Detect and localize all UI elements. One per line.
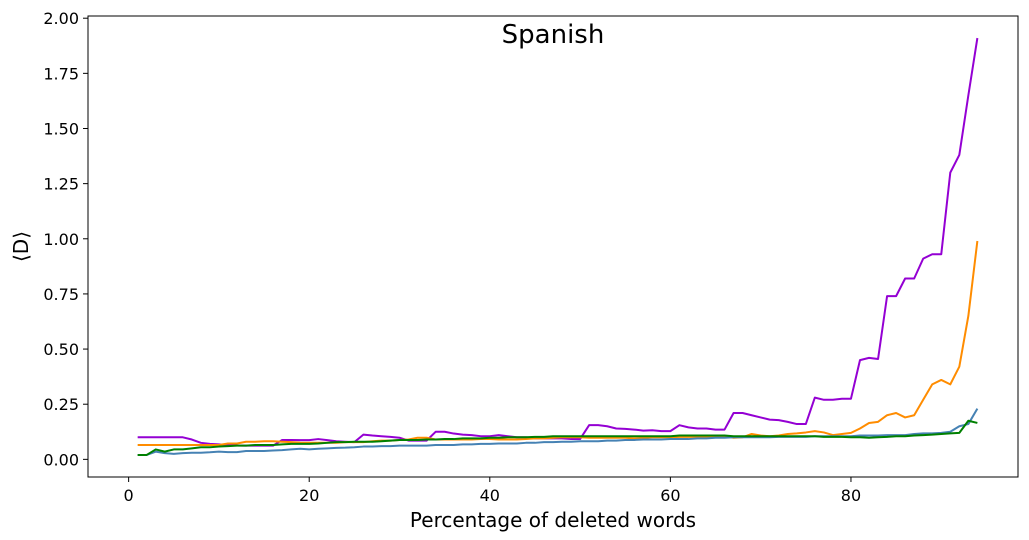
plot-frame [87,15,1019,478]
x-tick-label: 60 [660,486,680,505]
y-tick-label: 1.50 [43,119,79,138]
y-axis-label: ⟨D⟩ [9,231,33,262]
y-tick-label: 0.00 [43,450,79,469]
series-line-2 [137,240,979,447]
y-tick-label: 2.00 [43,9,79,28]
y-tick-label: 1.75 [43,64,79,83]
chart-title: Spanish [502,20,605,50]
x-tick-label: 80 [841,486,861,505]
y-tick-label: 0.50 [43,340,79,359]
plot-layer [137,37,979,456]
x-axis-label: Percentage of deleted words [410,508,696,532]
x-tick-label: 40 [480,486,500,505]
x-axis-ticks: 0 20 40 60 80 [124,477,861,505]
series-line-1 [137,37,979,447]
y-tick-label: 0.75 [43,285,79,304]
x-tick-label: 0 [124,486,134,505]
y-tick-label: 1.00 [43,230,79,249]
y-tick-label: 0.25 [43,395,79,414]
y-axis-ticks: 0.00 0.25 0.50 0.75 1.00 1.25 1.50 1.75 2.00 [43,9,88,469]
series-line-4 [137,419,978,456]
x-tick-label: 20 [299,486,319,505]
y-tick-label: 1.25 [43,175,79,194]
